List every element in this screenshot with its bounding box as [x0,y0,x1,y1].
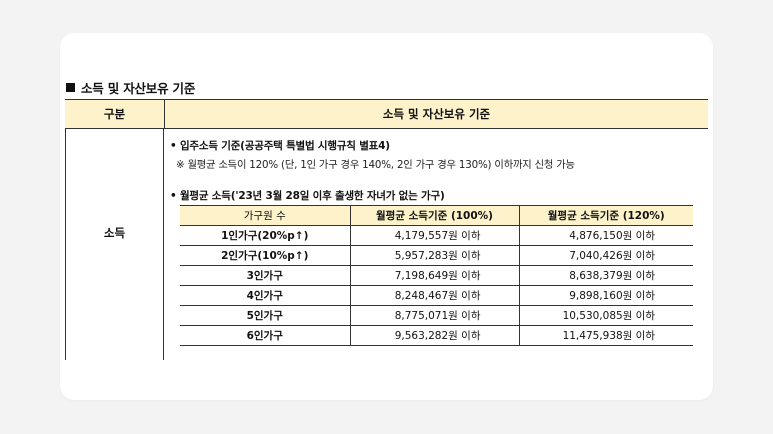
income-100: 7,198,649원 이하 [349,265,519,286]
income-100: 9,563,282원 이하 [349,325,519,346]
document-content: 소득 및 자산보유 기준 구분 소득 및 자산보유 기준 소득 • 입주소득 기… [60,33,713,400]
table-row: 3인가구 7,198,649원 이하 8,638,379원 이하 [180,265,693,286]
content-card: 소득 및 자산보유 기준 구분 소득 및 자산보유 기준 소득 • 입주소득 기… [60,33,713,400]
income-120: 11,475,938원 이하 [518,325,693,346]
table-row: 1인가구(20%p↑) 4,179,557원 이하 4,876,150원 이하 [180,225,693,246]
header-household-size: 가구원 수 [180,205,350,226]
header-category: 구분 [65,100,165,128]
income-table: 가구원 수 월평균 소득기준 (100%) 월평균 소득기준 (120%) 1인… [180,205,693,346]
section-title-text: 소득 및 자산보유 기준 [81,81,196,96]
income-100: 4,179,557원 이하 [349,225,519,246]
household-size: 1인가구(20%p↑) [180,225,350,246]
income-120: 10,530,085원 이하 [518,305,693,326]
income-120: 4,876,150원 이하 [518,225,693,246]
bullet-monthly-income-text: 월평균 소득('23년 3월 28일 이후 출생한 자녀가 없는 가구) [179,190,445,202]
income-100: 8,248,467원 이하 [349,285,519,306]
bullet-monthly-income: • 월평균 소득('23년 3월 28일 이후 출생한 자녀가 없는 가구) [170,190,445,202]
household-size: 4인가구 [180,285,350,306]
section-title: 소득 및 자산보유 기준 [66,78,195,97]
row-label-income: 소득 [103,226,126,240]
bullet-income-basis-text: 입주소득 기준(공공주택 특별법 시행규칙 별표4) [179,140,390,152]
income-100: 8,775,071원 이하 [349,305,519,326]
income-120: 7,040,426원 이하 [518,245,693,266]
income-120: 9,898,160원 이하 [518,285,693,306]
income-100: 5,957,283원 이하 [349,245,519,266]
header-income-120: 월평균 소득기준 (120%) [518,205,693,226]
criteria-table: 구분 소득 및 자산보유 기준 소득 [65,99,708,360]
criteria-table-body: 소득 [65,129,708,360]
table-row: 6인가구 9,563,282원 이하 11,475,938원 이하 [180,325,693,346]
income-table-header-row: 가구원 수 월평균 소득기준 (100%) 월평균 소득기준 (120%) [180,205,693,226]
note-income-limit: ※ 월평균 소득이 120% (단, 1인 가구 경우 140%, 2인 가구 … [176,159,575,171]
household-size: 6인가구 [180,325,350,346]
bullet-income-basis: • 입주소득 기준(공공주택 특별법 시행규칙 별표4) [170,140,390,152]
income-120: 8,638,379원 이하 [518,265,693,286]
row-label-cell: 소득 [65,129,164,360]
household-size: 5인가구 [180,305,350,326]
household-size: 2인가구(10%p↑) [180,245,350,266]
header-income-100: 월평균 소득기준 (100%) [349,205,519,226]
table-row: 2인가구(10%p↑) 5,957,283원 이하 7,040,426원 이하 [180,245,693,266]
criteria-table-header: 구분 소득 및 자산보유 기준 [65,100,708,129]
table-row: 5인가구 8,775,071원 이하 10,530,085원 이하 [180,305,693,326]
table-row: 4인가구 8,248,467원 이하 9,898,160원 이하 [180,285,693,306]
header-criteria: 소득 및 자산보유 기준 [382,107,491,121]
square-bullet-icon [66,83,75,92]
household-size: 3인가구 [180,265,350,286]
